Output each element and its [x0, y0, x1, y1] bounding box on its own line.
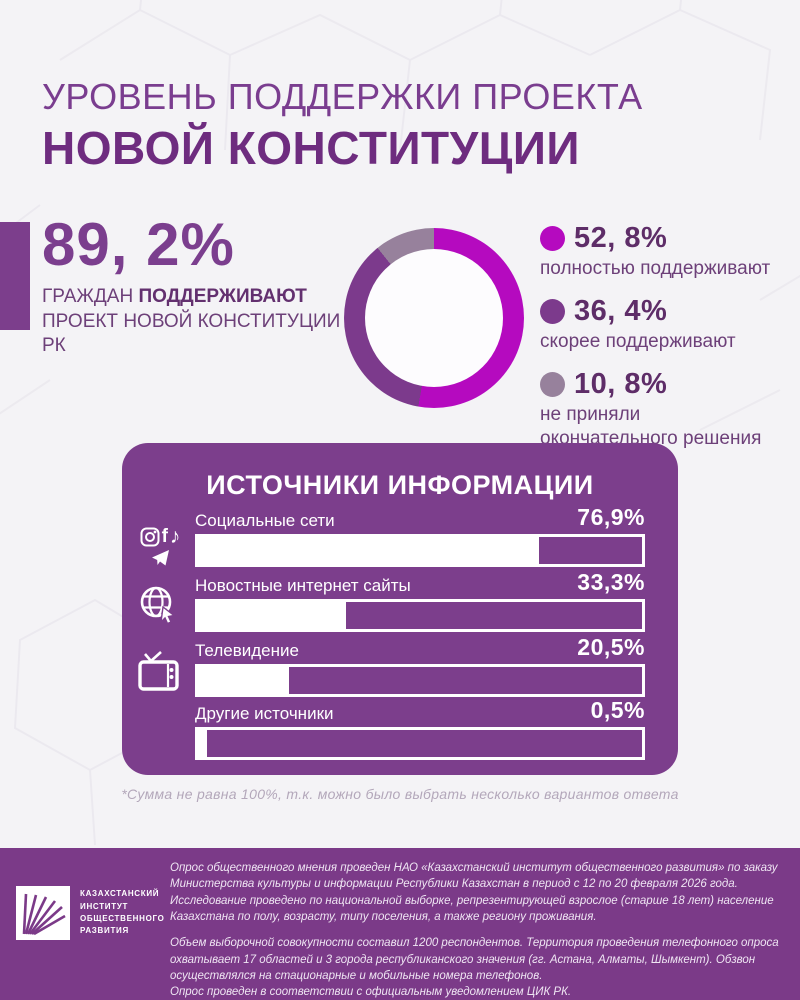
bar-fill — [198, 730, 207, 757]
headline-stat-value: 89, 2% — [42, 211, 235, 278]
legend-head: 52, 8% — [540, 222, 775, 255]
institute-logo: КАЗАХСТАНСКИЙ ИНСТИТУТ ОБЩЕСТВЕННОГО РАЗ… — [16, 886, 165, 940]
logo-line: ИНСТИТУТ — [80, 901, 129, 911]
bar-value: 20,5% — [577, 634, 645, 660]
bar-row-head: Социальные сети 76,9% — [195, 504, 645, 531]
bar-track — [195, 599, 645, 632]
bar-fill — [198, 537, 540, 564]
left-accent-bar — [0, 222, 30, 330]
page-title: УРОВЕНЬ ПОДДЕРЖКИ ПРОЕКТА НОВОЙ КОНСТИТУ… — [42, 76, 643, 175]
bar-row-head: Телевидение 20,5% — [195, 634, 645, 661]
television-icon — [137, 651, 183, 698]
sources-panel: ИСТОЧНИКИ ИНФОРМАЦИИ f ♪ Социальные сети… — [122, 443, 678, 775]
logo-line: КАЗАХСТАНСКИЙ — [80, 889, 160, 899]
bar-row-social-networks: f ♪ Социальные сети 76,9% — [140, 504, 645, 567]
bar-label: Новостные интернет сайты — [195, 576, 411, 595]
bar-fill — [198, 602, 346, 629]
instagram-icon — [140, 527, 160, 547]
legend-dot-magenta-icon — [540, 226, 565, 251]
footer-methodology-text: Опрос общественного мнения проведен НАО … — [170, 860, 794, 1000]
sources-panel-title: ИСТОЧНИКИ ИНФОРМАЦИИ — [206, 470, 594, 500]
bar-row-news-websites: Новостные интернет сайты 33,3% — [140, 569, 645, 632]
bar-label: Телевидение — [195, 641, 299, 660]
facebook-icon: f — [161, 526, 168, 547]
stat-caption-prefix: ГРАЖДАН — [42, 286, 134, 307]
footer-paragraph-3-text: Опрос проведен в соответствии с официаль… — [170, 986, 572, 999]
legend-label: полностью поддерживают — [540, 258, 771, 279]
bar-value: 0,5% — [590, 697, 645, 723]
bar-row-television: Телевидение 20,5% — [138, 634, 645, 697]
bar-track — [195, 664, 645, 697]
stat-caption-line2: ПРОЕКТ НОВОЙ КОНСТИТУЦИИ РК — [42, 310, 341, 357]
news-websites-icon — [137, 584, 179, 631]
legend-item-rather-support: 36, 4% скорее поддерживают — [540, 295, 775, 353]
donut-hole — [365, 249, 503, 387]
social-networks-icon: f ♪ — [137, 525, 183, 567]
footer: КАЗАХСТАНСКИЙ ИНСТИТУТ ОБЩЕСТВЕННОГО РАЗ… — [0, 848, 800, 1000]
bar-row-other-sources: Другие источники 0,5% — [195, 697, 645, 760]
stat-caption-bold: ПОДДЕРЖИВАЮТ — [138, 286, 307, 307]
legend-head: 10, 8% — [540, 368, 775, 401]
tiktok-icon: ♪ — [169, 525, 181, 548]
logo-line: ОБЩЕСТВЕННОГО — [80, 914, 165, 923]
legend-dot-gray-icon — [540, 372, 565, 398]
footer-paragraph-2-text: Объем выборочной совокупности составил 1… — [170, 937, 779, 982]
bar-label: Социальные сети — [195, 511, 335, 530]
footer-paragraph-2: Объем выборочной совокупности составил 1… — [170, 935, 794, 1000]
donut-legend: 52, 8% полностью поддерживают 36, 4% ско… — [540, 222, 775, 450]
bar-value: 76,9% — [577, 504, 645, 530]
legend-value: 10, 8% — [574, 368, 668, 401]
legend-value: 36, 4% — [574, 295, 668, 328]
headline-stat-caption: ГРАЖДАН ПОДДЕРЖИВАЮТ ПРОЕКТ НОВОЙ КОНСТИ… — [42, 285, 342, 359]
legend-label: скорее поддерживают — [540, 331, 736, 353]
bar-value: 33,3% — [577, 569, 645, 595]
bar-row-head: Другие источники 0,5% — [195, 697, 645, 724]
logo-line: РАЗВИТИЯ — [80, 926, 129, 936]
legend-item-fully-support: 52, 8% полностью поддерживают — [540, 222, 775, 280]
support-donut-chart — [344, 228, 524, 408]
footnote: *Сумма не равна 100%, т.к. можно было вы… — [121, 786, 679, 802]
legend-dot-purple-icon — [540, 299, 565, 325]
bar-fill — [198, 667, 290, 694]
institute-logo-text: КАЗАХСТАНСКИЙ ИНСТИТУТ ОБЩЕСТВЕННОГО РАЗ… — [80, 888, 165, 938]
bar-track — [195, 534, 645, 567]
institute-logo-icon — [16, 886, 70, 940]
legend-head: 36, 4% — [540, 295, 775, 328]
headline-stat: 89, 2% ГРАЖДАН ПОДДЕРЖИВАЮТ ПРОЕКТ НОВОЙ… — [42, 210, 342, 359]
bar-label: Другие источники — [195, 704, 334, 723]
telegram-icon — [151, 550, 169, 566]
footer-paragraph-1: Опрос общественного мнения проведен НАО … — [170, 862, 778, 923]
bar-row-head: Новостные интернет сайты 33,3% — [195, 569, 645, 596]
bar-track — [195, 727, 645, 760]
page-title-line1: УРОВЕНЬ ПОДДЕРЖКИ ПРОЕКТА — [42, 76, 643, 117]
legend-value: 52, 8% — [574, 222, 668, 254]
page-title-line2: НОВОЙ КОНСТИТУЦИИ — [42, 122, 580, 174]
legend-item-undecided: 10, 8% не приняли окончательного решения — [540, 368, 775, 449]
